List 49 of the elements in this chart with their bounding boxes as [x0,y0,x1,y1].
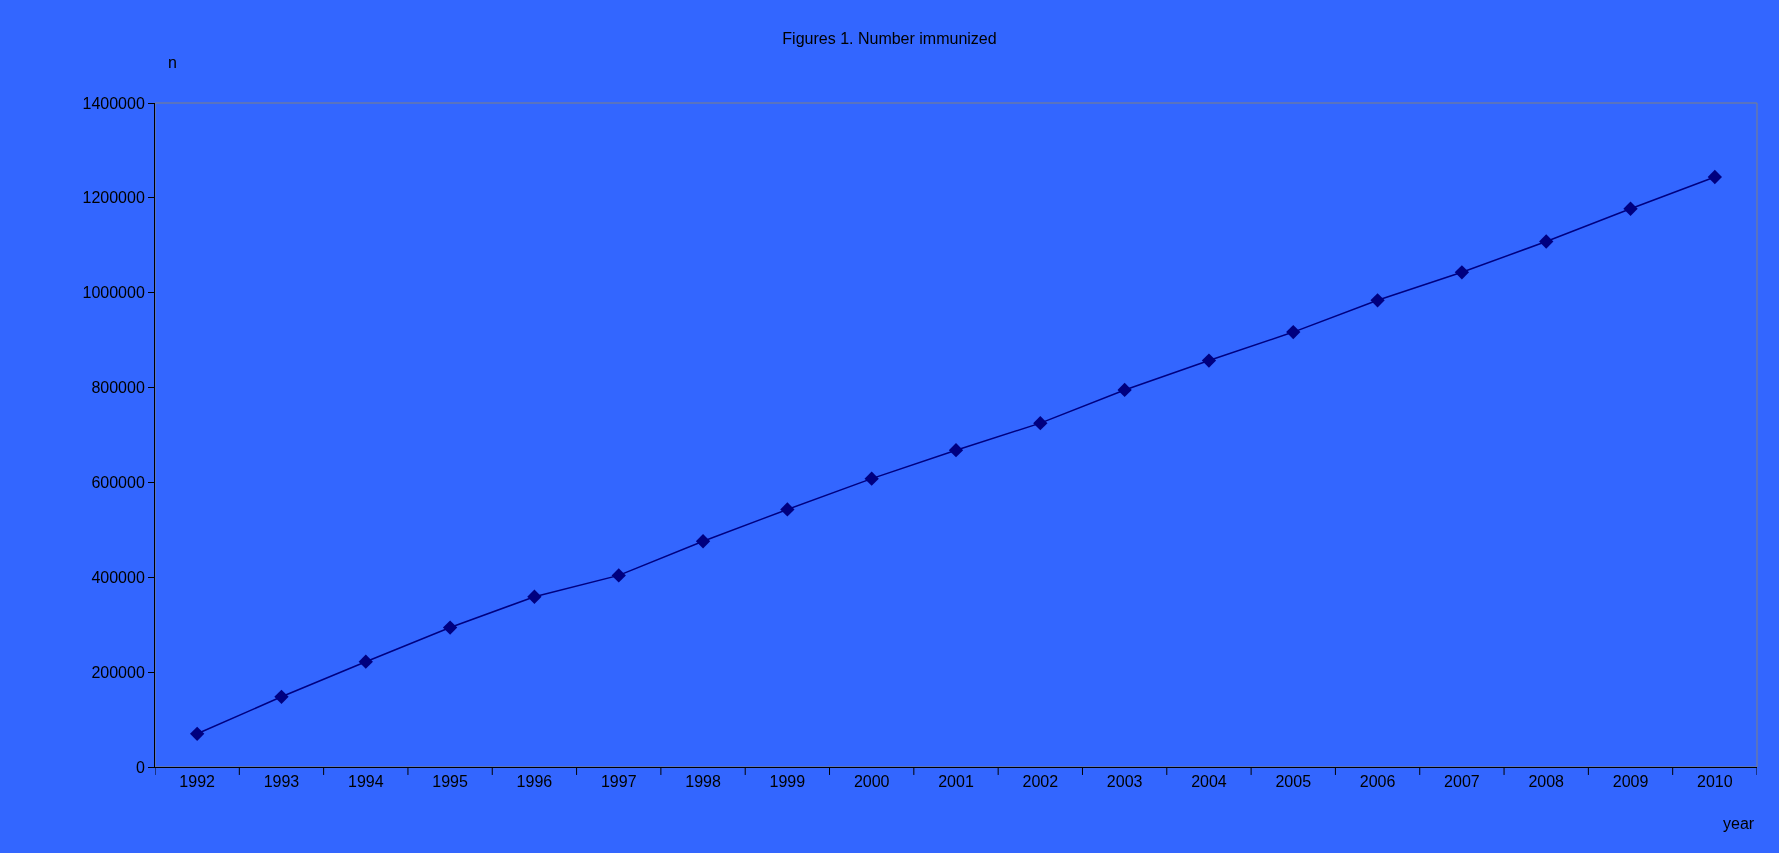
point [1201,353,1217,368]
point [358,654,373,669]
point [1454,265,1470,280]
x-tick-label: 2006 [1359,773,1396,791]
y-tick-label: 800000 [91,379,145,397]
point [611,568,626,583]
point [1286,324,1301,340]
x-tick-label: 1998 [685,773,721,791]
x-tick-label: 2004 [1191,773,1227,791]
x-tick-label: 1992 [179,773,216,791]
point [780,502,795,517]
point [695,534,711,549]
x-tick-label: 2010 [1697,773,1733,791]
point [442,620,458,635]
y-axis-title: n [168,54,177,71]
x-tick-label: 1999 [769,773,806,791]
x-tick-label: 1994 [347,773,384,791]
point [527,589,542,604]
point [274,689,289,704]
point [1539,234,1554,249]
x-tick-label: 1995 [432,773,469,791]
point [948,443,964,458]
point [1707,169,1722,185]
point [1033,415,1048,431]
point [1623,201,1638,216]
x-tick-label: 1993 [263,773,300,791]
y-tick-label: 400000 [91,568,145,586]
chart-title: Figures 1. Number immunized [782,29,997,47]
y-tick-label: 0 [135,758,145,776]
y-tick-label: 1400000 [82,94,145,112]
x-tick-label: 2001 [938,773,974,791]
x-tick-label: 2005 [1275,773,1312,791]
y-tick-label: 1200000 [82,189,145,207]
x-tick-label: 2007 [1444,773,1480,791]
y-tick-label: 1000000 [82,284,145,302]
x-tick-label: 1997 [600,773,637,791]
x-tick-label: 2000 [853,773,890,791]
point [1370,293,1385,308]
point [864,471,879,486]
y-tick-label: 600000 [91,474,145,492]
x-tick-label: 2009 [1612,773,1649,791]
y-tick-label: 200000 [91,663,145,681]
point [1117,382,1132,398]
x-tick-label: 1996 [516,773,553,791]
x-axis-title: year [1723,815,1755,832]
x-tick-label: 2002 [1022,773,1059,791]
x-tick-label: 2008 [1528,773,1565,791]
x-tick-label: 2003 [1106,773,1143,791]
point [190,726,205,741]
